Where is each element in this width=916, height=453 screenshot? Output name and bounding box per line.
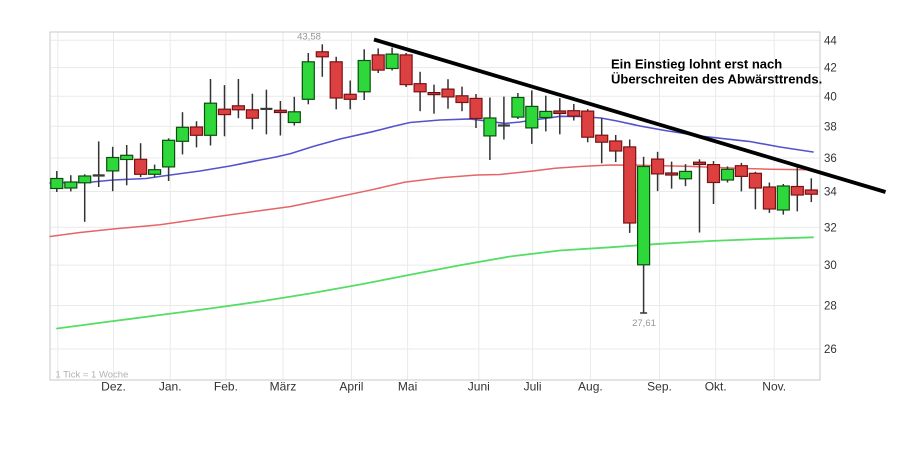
svg-text:Überschreiten des Abwärsttrend: Überschreiten des Abwärsttrends. <box>611 71 822 86</box>
svg-text:38: 38 <box>824 121 837 133</box>
svg-text:Juli: Juli <box>524 380 542 394</box>
svg-text:44: 44 <box>824 35 837 47</box>
svg-text:28: 28 <box>824 301 837 313</box>
svg-text:Ein Einstieg lohnt erst nach: Ein Einstieg lohnt erst nach <box>611 57 782 72</box>
svg-text:34: 34 <box>824 187 837 199</box>
svg-text:43,58: 43,58 <box>297 32 321 43</box>
svg-text:40: 40 <box>824 91 837 103</box>
svg-text:30: 30 <box>824 260 837 272</box>
svg-text:42: 42 <box>824 63 837 75</box>
svg-text:1 Tick = 1 Woche: 1 Tick = 1 Woche <box>55 370 128 381</box>
svg-text:26: 26 <box>824 344 837 356</box>
svg-text:Feb.: Feb. <box>214 380 238 394</box>
svg-text:32: 32 <box>824 222 837 234</box>
svg-text:Juni: Juni <box>468 380 490 394</box>
svg-text:Mai: Mai <box>398 380 417 394</box>
svg-text:Sep.: Sep. <box>647 380 672 394</box>
svg-text:März: März <box>270 380 297 394</box>
svg-text:April: April <box>339 380 363 394</box>
svg-text:27,61: 27,61 <box>632 318 656 329</box>
svg-text:Dez.: Dez. <box>101 380 126 394</box>
svg-text:Okt.: Okt. <box>705 380 727 394</box>
svg-text:Nov.: Nov. <box>762 380 786 394</box>
svg-text:Aug.: Aug. <box>578 380 603 394</box>
svg-text:36: 36 <box>824 153 837 165</box>
svg-text:Jan.: Jan. <box>159 380 182 394</box>
